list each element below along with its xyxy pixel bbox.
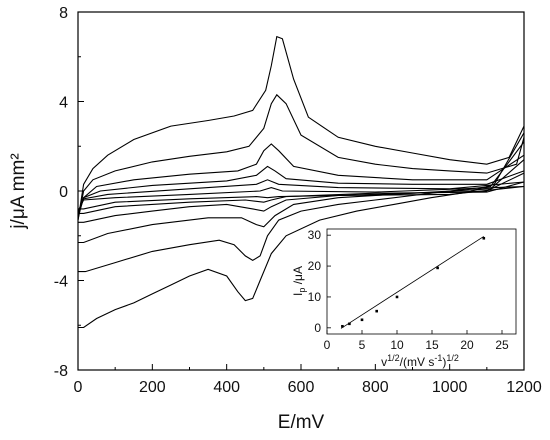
inset-y-tick-label: 0 — [314, 321, 321, 335]
voltammogram-branch-9 — [77, 179, 525, 214]
inset-y-end: /μA — [291, 266, 305, 288]
x-tick-label: 600 — [288, 379, 315, 396]
voltammogram-branch-2 — [78, 132, 525, 329]
voltammogram-branch-11 — [77, 185, 525, 212]
voltammogram-branch-12 — [78, 185, 525, 210]
inset-x-tick-label: 20 — [460, 338, 474, 352]
inset-data-point — [436, 266, 439, 270]
inset-data-point — [375, 309, 378, 313]
inset-y-tick-label: 20 — [308, 259, 322, 273]
y-axis-title: j/μA mm² — [8, 153, 29, 229]
inset-x-sup3: 1/2 — [446, 353, 459, 363]
inset-x-end: ) — [442, 355, 446, 369]
voltammogram-branch-1 — [77, 35, 525, 221]
x-tick-label: 1000 — [432, 379, 468, 396]
inset-data-point — [360, 318, 364, 322]
voltammogram-branch-10 — [78, 181, 525, 214]
inset-data-point — [482, 236, 486, 240]
inset-axis-ticks: 0 5 10 15 20 25 0 10 20 30 — [308, 228, 509, 352]
x-tick-label: 800 — [362, 379, 389, 396]
x-axis-title: E/mV — [278, 412, 325, 433]
y-tick-label: 4 — [59, 95, 68, 112]
y-tick-label: 0 — [59, 184, 68, 201]
inset-y-tick-label: 10 — [308, 290, 322, 304]
inset-y-tick-label: 30 — [308, 228, 322, 242]
x-tick-label: 400 — [213, 379, 240, 396]
inset-plot-frame — [326, 228, 517, 335]
inset-data-points — [341, 236, 486, 328]
inset-x-tick-label: 15 — [425, 338, 439, 352]
y-tick-label: -8 — [54, 363, 68, 380]
inset-x-tick-label: 25 — [495, 338, 509, 352]
y-tick-label: -4 — [54, 274, 68, 291]
inset-y-axis-title: Ip /μA — [291, 266, 307, 296]
inset-x-axis-title: v1/2/(mV s-1)1/2 — [381, 353, 459, 369]
voltammogram-branch-7 — [77, 165, 525, 216]
voltammogram-branch-3 — [77, 93, 525, 221]
inset-x-sup1: 1/2 — [387, 353, 400, 363]
inset-x-sup2: -1 — [434, 353, 442, 363]
inset-fit-line — [340, 236, 485, 329]
x-tick-label: 0 — [74, 379, 83, 396]
inset-x-tick-label: 0 — [324, 338, 331, 352]
inset-data-point — [348, 322, 351, 326]
voltammogram-curves — [77, 35, 525, 329]
inset-x-mid: /(mV s — [400, 355, 435, 369]
inset-x-base: v — [381, 355, 387, 369]
x-tick-label: 1200 — [506, 379, 542, 396]
inset-x-tick-label: 5 — [359, 338, 366, 352]
x-tick-label: 200 — [139, 379, 166, 396]
inset-y-base: I — [291, 293, 305, 296]
inset-y-sub: p — [297, 288, 307, 293]
y-tick-label: 8 — [59, 5, 68, 22]
inset-data-point — [395, 295, 399, 299]
inset-x-tick-label: 10 — [390, 338, 404, 352]
voltammogram-branch-5 — [77, 143, 525, 218]
voltammogram-branch-4 — [78, 141, 525, 273]
voltammogram-branch-8 — [78, 172, 525, 223]
inset-data-point — [341, 324, 344, 328]
